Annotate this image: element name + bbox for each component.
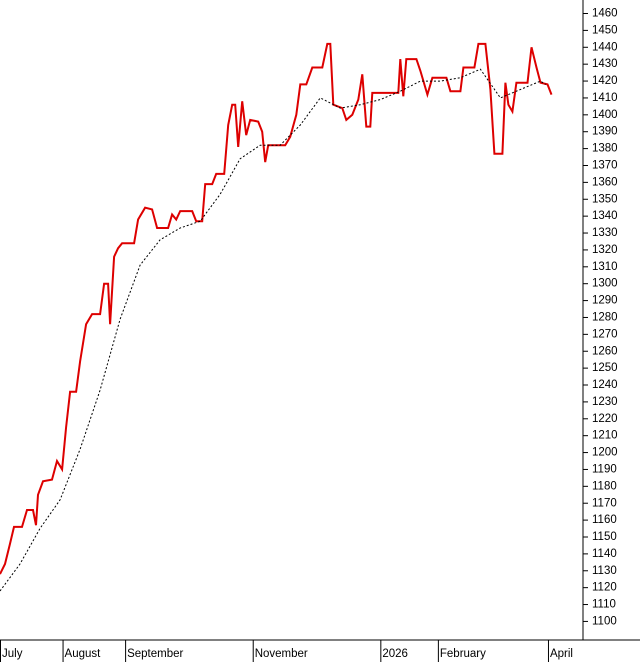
y-tick-label: 1250	[592, 362, 618, 374]
y-tick-label: 1390	[592, 126, 618, 138]
y-tick-label: 1260	[592, 345, 618, 357]
y-tick-label: 1350	[592, 193, 618, 205]
y-tick-label: 1270	[592, 328, 618, 340]
y-tick-label: 1320	[592, 244, 618, 256]
y-tick-label: 1460	[592, 8, 618, 20]
y-tick-label: 1420	[592, 75, 618, 87]
x-tick-label: April	[550, 648, 573, 660]
series-line	[0, 42, 553, 575]
y-tick-label: 1450	[592, 24, 618, 36]
y-tick-label: 1120	[592, 582, 617, 594]
y-tick-label: 1380	[592, 143, 618, 155]
y-tick-label: 1370	[592, 160, 618, 172]
series-line	[0, 68, 546, 592]
y-tick-label: 1430	[592, 58, 618, 70]
x-tick-label: September	[127, 648, 183, 660]
y-tick-label: 1170	[592, 497, 617, 509]
y-tick-label: 1440	[592, 41, 618, 53]
y-tick-label: 1200	[592, 447, 618, 459]
y-tick-label: 1100	[592, 615, 617, 627]
y-tick-label: 1330	[592, 227, 618, 239]
y-tick-label: 1230	[592, 396, 618, 408]
y-tick-label: 1290	[592, 295, 618, 307]
y-tick-label: 1340	[592, 210, 618, 222]
y-tick-label: 1410	[592, 92, 618, 104]
x-tick-label: November	[255, 648, 308, 660]
y-tick-label: 1360	[592, 176, 618, 188]
y-tick-label: 1110	[592, 599, 616, 611]
y-tick-label: 1190	[592, 463, 617, 475]
y-tick-label: 1310	[592, 261, 618, 273]
x-tick-label: August	[65, 648, 102, 660]
y-tick-label: 1130	[592, 565, 617, 577]
x-tick-label: February	[440, 648, 486, 660]
y-tick-label: 1210	[592, 430, 618, 442]
x-tick-label: 2026	[382, 648, 408, 660]
y-tick-label: 1180	[592, 480, 617, 492]
y-tick-label: 1470	[592, 0, 618, 3]
y-tick-label: 1150	[592, 531, 617, 543]
y-tick-label: 1280	[592, 311, 618, 323]
y-tick-label: 1400	[592, 109, 618, 121]
y-tick-label: 1300	[592, 278, 618, 290]
y-tick-label: 1240	[592, 379, 618, 391]
x-tick-label: July	[2, 648, 23, 660]
y-tick-label: 1140	[592, 548, 617, 560]
y-tick-label: 1160	[592, 514, 617, 526]
y-tick-label: 1220	[592, 413, 618, 425]
